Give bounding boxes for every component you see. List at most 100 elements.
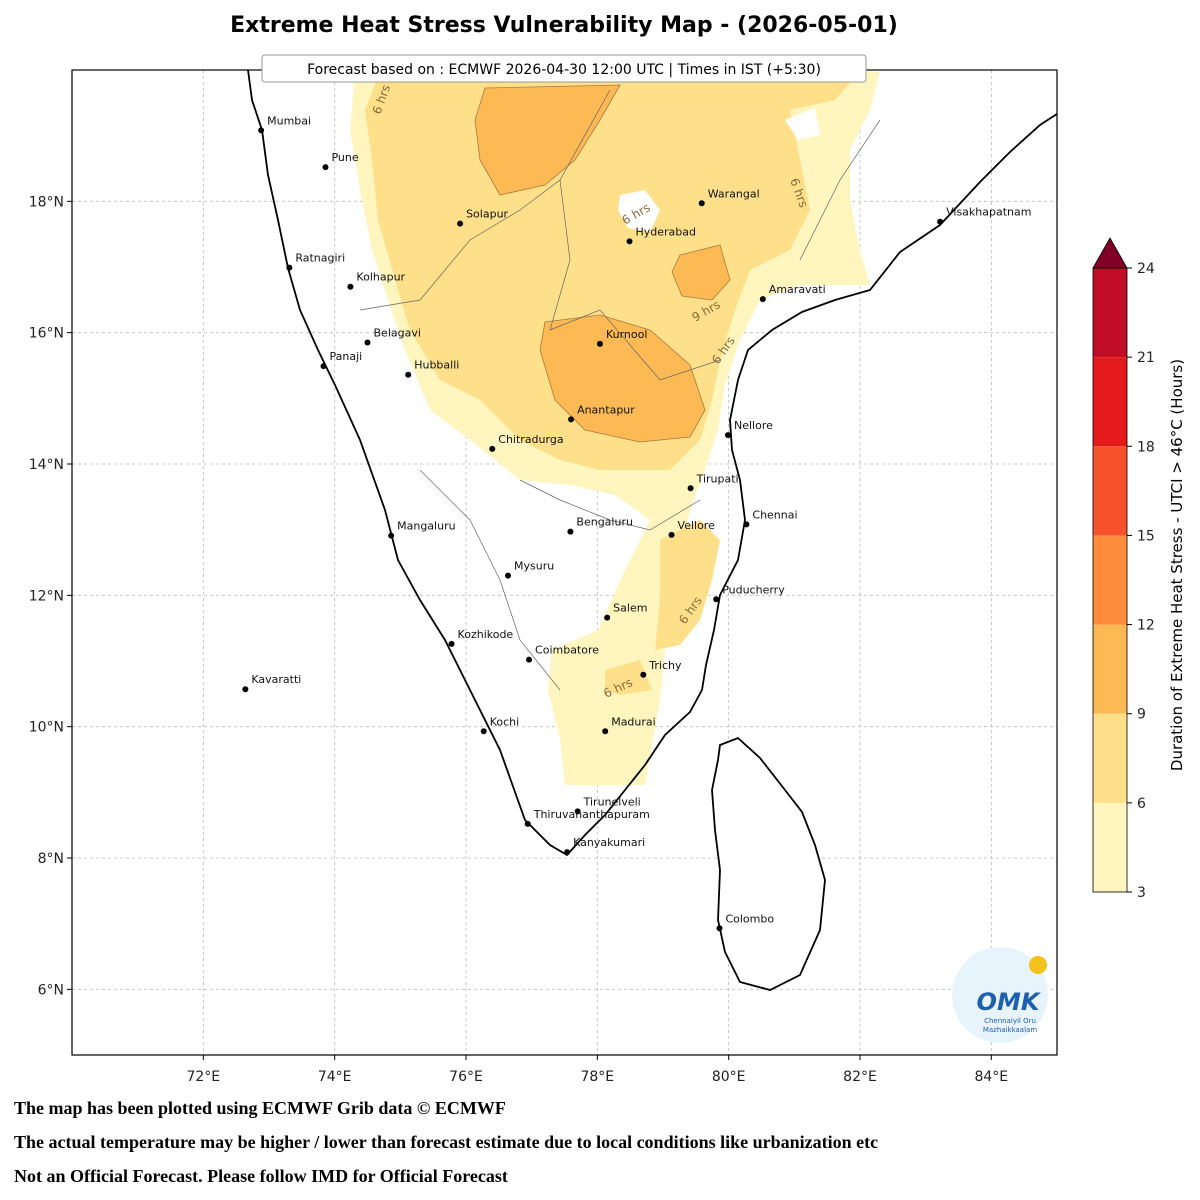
city-label: Anantapur: [577, 403, 635, 416]
city-marker: [388, 532, 395, 539]
colorbar-frame: [1092, 267, 1128, 893]
y-tick-label: 18°N: [29, 194, 64, 210]
colorbar-segment: [1093, 535, 1127, 625]
colorbar-segment: [1093, 802, 1127, 892]
city-label: Panaji: [330, 350, 363, 363]
logo-line: Mazhaikkaalam: [983, 1026, 1037, 1034]
city-marker: [457, 220, 464, 227]
city-label: Kochi: [490, 715, 519, 728]
city-label: Tirupati: [696, 472, 739, 485]
city-marker: [448, 640, 455, 647]
city-label: Vellore: [678, 519, 716, 532]
city-marker: [320, 363, 327, 370]
colorbar-extend: [1092, 237, 1128, 269]
footer-note: Not an Official Forecast. Please follow …: [14, 1166, 508, 1186]
city-marker: [743, 521, 750, 528]
city-label: Kurnool: [606, 328, 647, 341]
y-tick-label: 16°N: [29, 326, 64, 342]
city-marker: [405, 371, 412, 378]
logo-sun: [1029, 956, 1047, 974]
city-marker: [347, 283, 354, 290]
city-marker: [364, 339, 371, 346]
city-marker: [242, 686, 249, 693]
x-tick-label: 78°E: [580, 1069, 614, 1085]
city-marker: [602, 728, 609, 735]
colorbar-tick-label: 6: [1137, 796, 1146, 812]
y-tick-label: 10°N: [29, 720, 64, 736]
city-marker: [640, 671, 647, 678]
x-tick-label: 82°E: [843, 1069, 877, 1085]
colorbar-tick-label: 9: [1137, 707, 1146, 723]
colorbar-tick-label: 15: [1137, 528, 1155, 544]
city-marker: [668, 531, 675, 538]
city-label: Pune: [331, 151, 358, 164]
colorbar-tick-label: 3: [1137, 885, 1146, 901]
city-marker: [725, 432, 732, 439]
city-label: Bengaluru: [576, 516, 633, 529]
city-label: Coimbatore: [535, 644, 599, 657]
city-marker: [698, 200, 705, 207]
city-label: Salem: [613, 602, 647, 615]
city-label: Tirunelveli: [583, 795, 641, 808]
colorbar-segment: [1093, 624, 1127, 714]
city-label: Amaravati: [769, 283, 826, 296]
x-tick-label: 76°E: [449, 1069, 483, 1085]
city-marker: [489, 445, 496, 452]
city-label: Mysuru: [514, 560, 554, 573]
logo-text: OMK: [977, 988, 1042, 1016]
city-label: Solapur: [466, 208, 508, 221]
city-label: Warangal: [708, 187, 760, 200]
city-marker: [568, 416, 575, 423]
colorbar-tick-label: 24: [1137, 261, 1155, 277]
y-tick-label: 6°N: [38, 982, 64, 998]
x-tick-label: 80°E: [712, 1069, 746, 1085]
city-label: Puducherry: [722, 583, 785, 596]
state-borders: [359, 89, 881, 691]
city-label: Colombo: [725, 912, 774, 925]
y-tick-label: 14°N: [29, 457, 64, 473]
city-label: Visakhapatnam: [946, 206, 1031, 219]
city-label: Hubballi: [414, 359, 459, 372]
city-marker: [286, 264, 293, 271]
city-marker: [759, 296, 766, 303]
city-marker: [716, 925, 723, 932]
colorbar-segment: [1093, 713, 1127, 803]
colorbar-tick-label: 21: [1137, 350, 1155, 366]
colorbar-tick-label: 18: [1137, 439, 1155, 455]
city-label: Kozhikode: [458, 628, 514, 641]
city-marker: [604, 614, 611, 621]
x-tick-label: 74°E: [318, 1069, 352, 1085]
city-label: Thiruvananthapuram: [533, 808, 650, 821]
colorbar-label: Duration of Extreme Heat Stress - UTCI >…: [1168, 359, 1186, 771]
city-marker: [526, 656, 533, 663]
city-label: Chitradurga: [498, 433, 563, 446]
city-label: Kolhapur: [356, 271, 405, 284]
city-marker: [480, 728, 487, 735]
city-label: Belagavi: [374, 327, 421, 340]
x-tick-label: 72°E: [186, 1069, 220, 1085]
heat-9-12: [474, 84, 731, 443]
title: Extreme Heat Stress Vulnerability Map - …: [230, 13, 898, 38]
city-marker: [687, 485, 694, 492]
footer-note: The actual temperature may be higher / l…: [14, 1132, 878, 1152]
city-label: Nellore: [734, 419, 773, 432]
city-label: Kavaratti: [251, 673, 301, 686]
city-label: Mumbai: [267, 114, 311, 127]
colorbar-tick-label: 12: [1137, 618, 1155, 634]
city-label: Trichy: [648, 659, 682, 672]
logo: OMK Chennaiyil Oru Mazhaikkaalam: [952, 947, 1048, 1043]
city-label: Hyderabad: [636, 225, 697, 238]
map-layers: Mumbai Pune Solapur Ratnagiri Kolhapur Belaga…: [72, 70, 1057, 1055]
y-tick-label: 8°N: [38, 851, 64, 867]
city-marker: [258, 127, 265, 134]
colorbar-segment: [1093, 446, 1127, 536]
colorbar-segment: [1093, 268, 1127, 358]
city-marker: [596, 340, 603, 347]
subtitle-box: [261, 54, 867, 83]
city-marker: [567, 528, 574, 535]
logo-line: Chennaiyil Oru: [984, 1017, 1036, 1025]
coastline-sri-lanka: [711, 736, 826, 991]
city-marker: [505, 572, 512, 579]
coastline-india: [247, 70, 1057, 857]
